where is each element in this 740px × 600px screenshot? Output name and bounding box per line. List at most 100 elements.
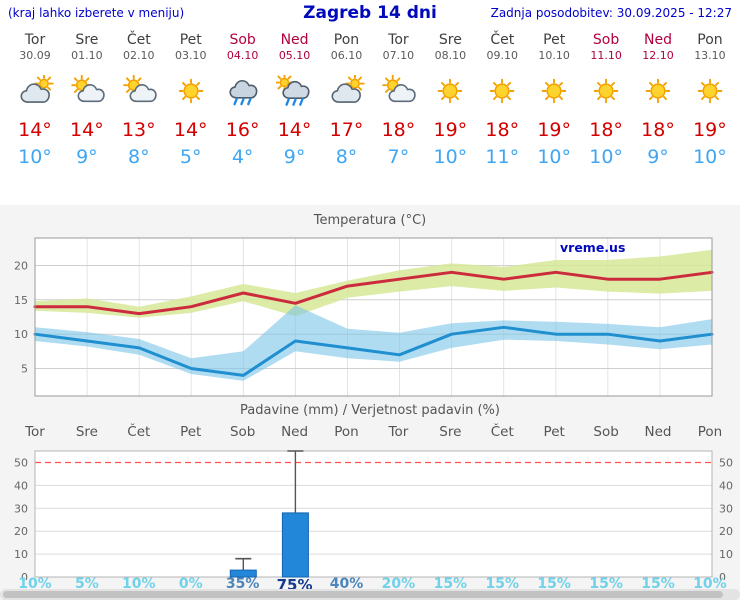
horizontal-scrollbar[interactable] — [0, 589, 740, 600]
day-low-temp: 4° — [231, 146, 254, 168]
sunny-glyph — [178, 78, 203, 104]
precip-probability: 15% — [589, 576, 623, 592]
precip-plot-area — [35, 451, 712, 577]
precip-day-label: Tor — [25, 424, 45, 440]
precip-day-label: Pon — [697, 424, 723, 440]
day-name: Sre — [75, 32, 99, 48]
day-name: Pet — [179, 32, 202, 48]
cloudy-glyph — [20, 74, 54, 103]
day-date: 04.10 — [226, 49, 259, 62]
partly-cloudy-icon — [372, 74, 424, 111]
temp-y-tick-label: 15 — [14, 294, 28, 307]
temp-plot-border — [34, 237, 713, 397]
rain-sun-icon — [269, 73, 321, 111]
day-name: Sob — [229, 32, 256, 48]
day-date: 08.10 — [434, 49, 467, 62]
precip-day-label: Pon — [334, 424, 359, 440]
temp-y-tick-label: 20 — [14, 260, 28, 273]
precip-y-tick-label-left: 10 — [14, 548, 28, 561]
precip-probability: 15% — [537, 576, 571, 592]
partly-cloudy-glyph — [123, 74, 157, 103]
last-updated: Zadnja posodobitev: 30.09.2025 - 12:27 — [490, 6, 732, 20]
precip-day-label: Ned — [281, 424, 309, 440]
day-date: 30.09 — [19, 49, 51, 62]
temperature-chart: 5 10 15 20 vreme.us — [14, 237, 714, 397]
day-column: Sob 11.10 18° 10° — [580, 32, 632, 200]
day-high-temp: 18° — [485, 119, 520, 141]
day-date: 13.10 — [694, 49, 726, 62]
precip-y-tick-label-right: 30 — [719, 502, 733, 515]
precip-y-tick-label-right: 10 — [719, 548, 733, 561]
day-low-temp: 10° — [537, 146, 572, 168]
day-low-temp: 9° — [283, 146, 306, 168]
sunny-icon — [684, 75, 736, 111]
day-low-temp: 10° — [589, 146, 623, 168]
precip-probability: 10% — [122, 576, 156, 592]
precip-y-tick-label-left: 20 — [14, 525, 28, 538]
precip-probability: 15% — [433, 576, 468, 592]
day-low-temp: 10° — [433, 146, 468, 168]
day-high-temp: 19° — [693, 119, 727, 141]
day-low-temp: 10° — [693, 146, 727, 168]
precip-y-tick-label-right: 40 — [719, 479, 733, 492]
precip-probability: 10% — [693, 576, 727, 592]
day-column: Čet 09.10 18° 11° — [476, 32, 528, 200]
day-date: 06.10 — [330, 49, 363, 62]
day-high-temp: 13° — [121, 119, 156, 141]
day-column: Ned 12.10 18° 9° — [632, 32, 684, 200]
temp-min-range-band — [35, 305, 712, 381]
scrollbar-thumb[interactable] — [3, 591, 723, 598]
partly-cloudy-glyph — [382, 74, 417, 103]
day-date: 11.10 — [590, 49, 622, 62]
precip-plot-border — [34, 450, 713, 578]
sunny-icon — [580, 75, 632, 111]
precip-y-tick-label-left: 40 — [14, 479, 28, 492]
cloudy-icon — [9, 74, 61, 111]
day-date: 07.10 — [382, 49, 415, 62]
day-date: 03.10 — [174, 49, 207, 62]
precip-day-label: Čet — [127, 424, 151, 440]
rain-icon — [217, 75, 269, 111]
sunny-icon — [165, 75, 217, 111]
day-date: 10.10 — [538, 49, 570, 62]
precip-chart-title: Padavine (mm) / Verjetnost padavin (%) — [240, 403, 500, 418]
day-column: Tor 07.10 18° 7° — [372, 32, 424, 200]
day-name: Tor — [388, 32, 409, 48]
day-name: Pet — [543, 32, 566, 48]
forecast-strip: Tor 30.09 14° 10° Sre 01.10 14° 9° Čet 02.10 13° 8°… — [9, 32, 736, 200]
day-high-temp: 14° — [70, 119, 104, 141]
day-column: Pon 13.10 19° 10° — [684, 32, 736, 200]
day-name: Pon — [697, 32, 723, 48]
temp-chart-title: Temperatura (°C) — [313, 213, 427, 228]
day-column: Sre 08.10 19° 10° — [424, 32, 476, 200]
precip-day-label: Sre — [75, 424, 98, 440]
precip-bar — [229, 569, 257, 578]
day-column: Čet 02.10 13° 8° — [113, 32, 165, 200]
day-name: Sre — [438, 32, 462, 48]
rain-glyph — [229, 79, 258, 106]
precip-day-label: Pet — [180, 424, 202, 440]
sunny-glyph — [593, 78, 619, 104]
vreme-us-watermark: vreme.us — [560, 240, 625, 255]
sunny-glyph — [697, 78, 723, 104]
day-column: Pon 06.10 17° 8° — [321, 32, 373, 200]
day-name: Pon — [333, 32, 360, 48]
precip-y-tick-label-right: 20 — [719, 525, 733, 538]
precip-y-tick-label-left: 50 — [14, 457, 28, 470]
day-low-temp: 5° — [179, 146, 202, 168]
precip-probability: 15% — [641, 576, 675, 592]
sunny-icon — [476, 75, 528, 111]
day-date: 05.10 — [278, 49, 311, 62]
partly-cloudy-icon — [61, 74, 113, 111]
day-column: Sob 04.10 16° 4° — [217, 32, 269, 200]
temp-max-line — [33, 270, 714, 316]
precip-probability: 35% — [225, 576, 260, 592]
page-header: (kraj lahko izberete v meniju) Zagreb 14… — [0, 0, 740, 28]
day-high-temp: 14° — [277, 119, 312, 141]
day-column: Sre 01.10 14° 9° — [61, 32, 113, 200]
day-date: 02.10 — [123, 49, 155, 62]
partly-cloudy-icon — [113, 74, 165, 111]
day-column: Pet 10.10 19° 10° — [528, 32, 580, 200]
day-column: Ned 05.10 14° 9° — [269, 32, 321, 200]
